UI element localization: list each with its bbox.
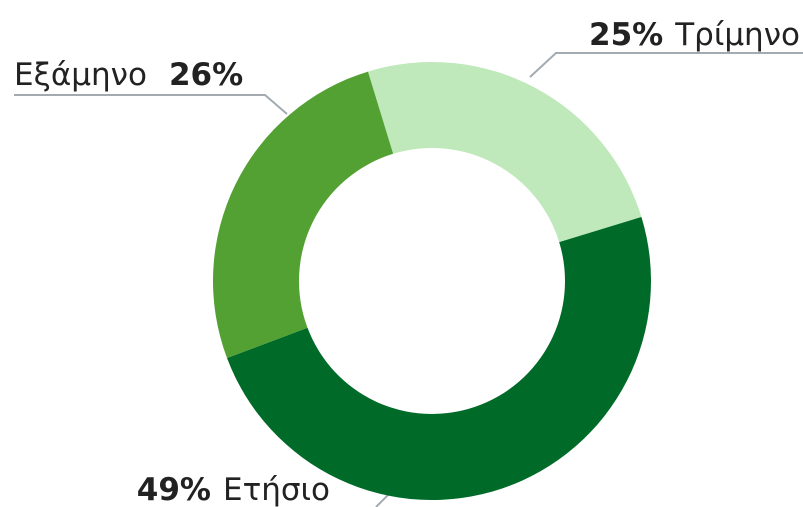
slice-percent: 25% — [589, 17, 663, 53]
slice-percent: 26% — [169, 57, 243, 93]
slice-percent: 49% — [137, 472, 211, 507]
slice-name: Εξάμηνο — [14, 57, 147, 93]
slice-label: 25% Τρίμηνο — [589, 17, 800, 53]
donut-slice — [227, 216, 651, 500]
slice-label: 49% Ετήσιο — [137, 472, 330, 507]
leader-line — [14, 94, 288, 115]
donut-slice — [213, 71, 394, 359]
slice-name: Ετήσιο — [223, 472, 330, 507]
slice-label: Εξάμηνο 26% — [14, 57, 243, 93]
donut-slice — [367, 62, 642, 243]
slice-name: Τρίμηνο — [674, 17, 800, 53]
leader-line — [529, 52, 803, 78]
